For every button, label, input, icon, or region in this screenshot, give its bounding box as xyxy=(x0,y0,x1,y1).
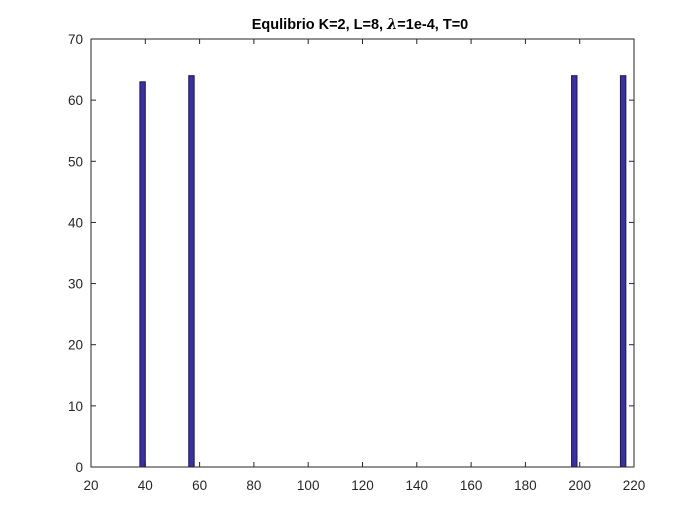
y-tick-label: 50 xyxy=(68,154,83,169)
chart-title-lambda-symbol: λ xyxy=(386,16,397,33)
chart-title-suffix: =1e-4, T=0 xyxy=(397,17,468,33)
x-tick-label: 200 xyxy=(568,478,591,493)
y-tick-label: 0 xyxy=(75,460,83,475)
y-tick-label: 20 xyxy=(68,338,83,353)
x-tick-label: 220 xyxy=(623,478,646,493)
x-tick-label: 40 xyxy=(138,478,153,493)
y-tick-label: 30 xyxy=(68,277,83,292)
bar-3 xyxy=(571,75,578,468)
chart-title-prefix: Equlibrio K=2, L=8, xyxy=(252,17,387,33)
x-tick-label: 180 xyxy=(514,478,537,493)
axes-box xyxy=(90,38,635,468)
x-tick-label: 140 xyxy=(406,478,429,493)
x-tick-label: 60 xyxy=(192,478,207,493)
y-tick-label: 70 xyxy=(68,32,83,47)
x-tick-label: 100 xyxy=(297,478,320,493)
bar-4 xyxy=(619,75,627,468)
bar-1 xyxy=(139,81,146,468)
bar-2 xyxy=(188,75,195,468)
x-tick-label: 20 xyxy=(83,478,98,493)
x-tick-label: 160 xyxy=(460,478,483,493)
y-tick-label: 40 xyxy=(68,215,83,230)
x-tick-label: 120 xyxy=(351,478,374,493)
y-tick-label: 10 xyxy=(68,399,83,414)
chart-title: Equlibrio K=2, L=8, λ=1e-4, T=0 xyxy=(252,16,468,33)
y-tick-label: 60 xyxy=(68,93,83,108)
ticks-layer: 20 40 60 80 100 120 140 160 180 200 220 0 10 20 30 40 50… xyxy=(68,32,645,493)
x-tick-label: 80 xyxy=(246,478,261,493)
plot-area xyxy=(91,39,634,467)
